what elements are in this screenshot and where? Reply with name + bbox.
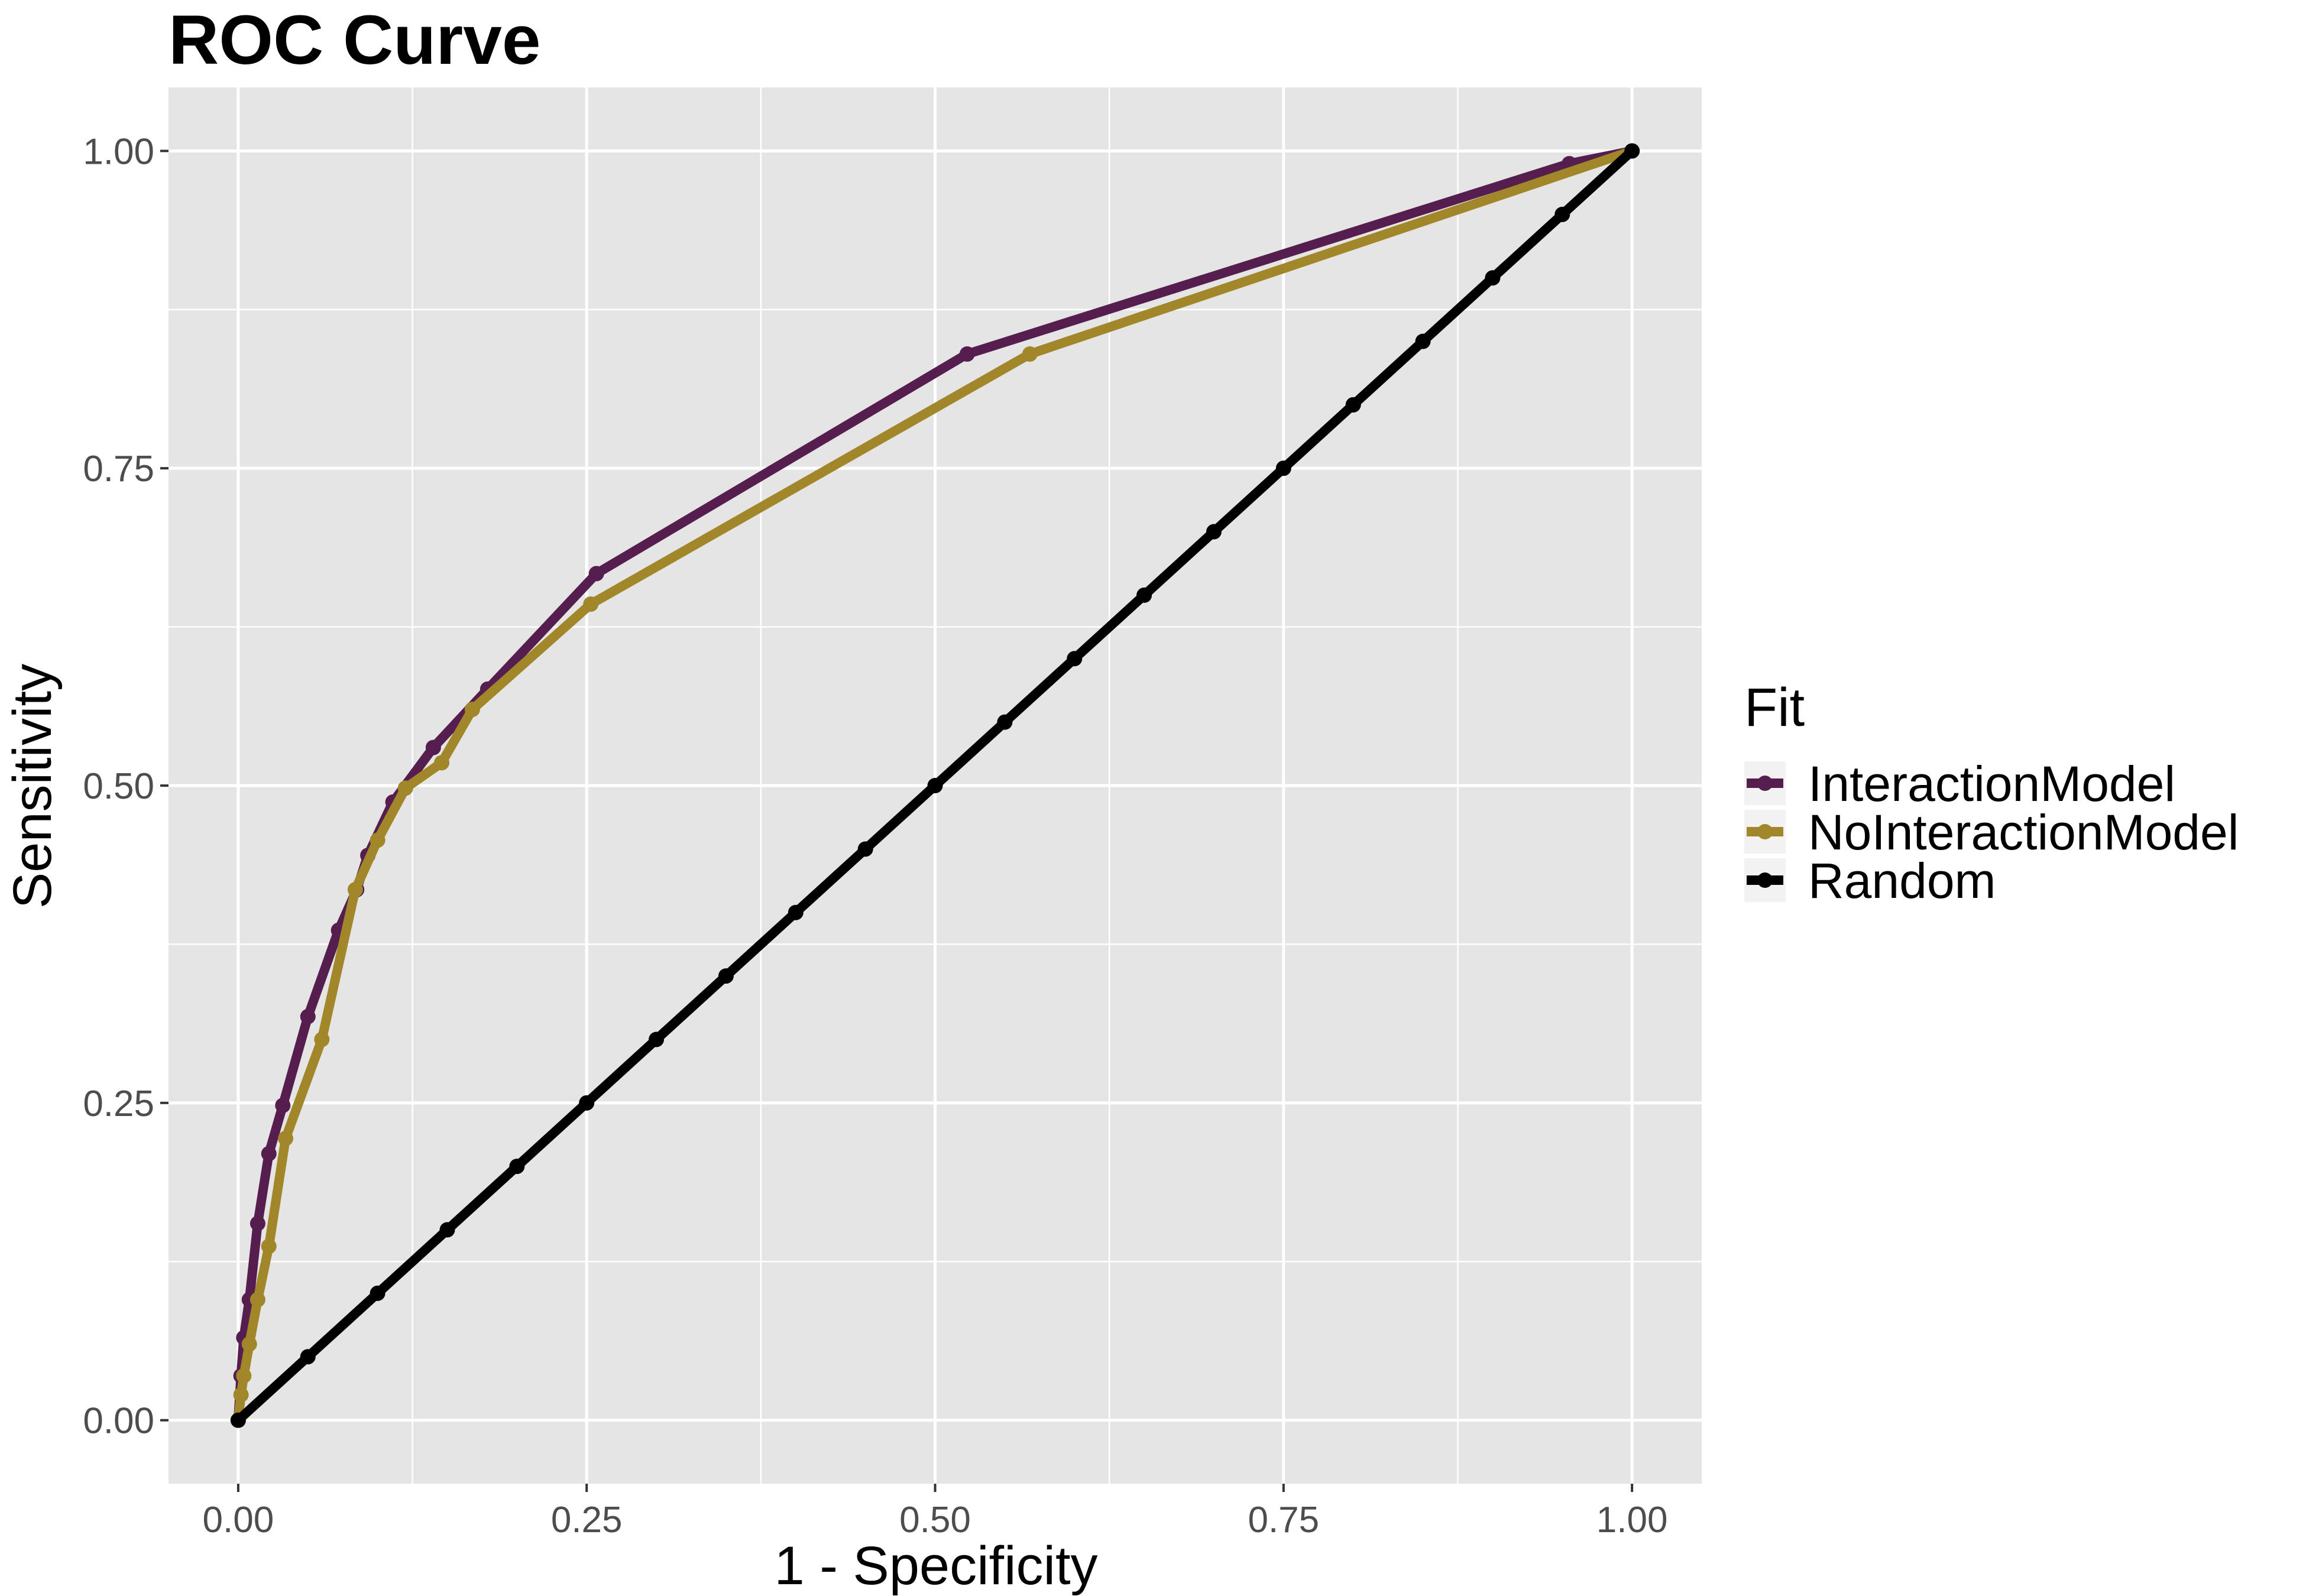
legend-title: Fit xyxy=(1744,677,1805,738)
data-point-interaction-model xyxy=(959,346,975,362)
data-point-random xyxy=(1136,587,1152,603)
data-point-random xyxy=(1275,460,1291,476)
data-point-no-interaction-model xyxy=(241,1336,257,1352)
data-point-random xyxy=(1415,333,1431,349)
data-point-random xyxy=(788,904,804,920)
series-layer xyxy=(230,143,1640,1428)
data-point-interaction-model xyxy=(275,1098,291,1114)
legend-item-no-interaction-model: NoInteractionModel xyxy=(1744,805,2239,860)
legend-label-random: Random xyxy=(1808,853,1996,909)
data-point-random xyxy=(579,1095,595,1111)
data-point-random xyxy=(1624,143,1640,159)
y-tick-label: 0.75 xyxy=(83,449,154,489)
data-point-random xyxy=(370,1285,386,1301)
legend-label-no-interaction-model: NoInteractionModel xyxy=(1808,805,2239,860)
data-point-no-interaction-model xyxy=(314,1031,330,1047)
data-point-random xyxy=(300,1349,316,1365)
x-tick-label: 0.00 xyxy=(203,1500,274,1540)
data-point-random xyxy=(439,1222,455,1238)
data-point-interaction-model xyxy=(425,739,441,755)
data-point-no-interaction-model xyxy=(278,1130,294,1146)
data-point-no-interaction-model xyxy=(236,1368,252,1384)
data-point-random xyxy=(1554,206,1570,222)
data-point-interaction-model xyxy=(261,1146,277,1162)
legend-label-interaction-model: InteractionModel xyxy=(1808,756,2175,812)
y-tick-label: 1.00 xyxy=(83,131,154,172)
data-point-random xyxy=(230,1412,246,1428)
data-point-interaction-model xyxy=(300,1008,316,1024)
data-point-no-interaction-model xyxy=(397,780,413,796)
data-point-no-interaction-model xyxy=(261,1238,277,1254)
data-point-interaction-model xyxy=(588,566,604,582)
legend-key-point xyxy=(1757,872,1773,888)
y-tick-label: 0.00 xyxy=(83,1401,154,1442)
x-tick-label: 0.50 xyxy=(899,1500,971,1540)
data-point-no-interaction-model xyxy=(250,1292,265,1308)
legend-key-point xyxy=(1757,776,1773,791)
series-line-no-interaction-model xyxy=(233,146,1637,1425)
chart-title: ROC Curve xyxy=(169,1,540,79)
data-point-random xyxy=(857,841,873,857)
data-point-random xyxy=(1485,270,1501,286)
y-axis: 0.00 0.25 0.50 0.75 1.00 xyxy=(83,131,169,1442)
legend-item-interaction-model: InteractionModel xyxy=(1744,756,2175,812)
data-point-no-interaction-model xyxy=(233,1387,249,1403)
data-point-no-interaction-model xyxy=(347,882,363,898)
legend-key-point xyxy=(1757,824,1773,839)
x-tick-label: 0.25 xyxy=(551,1500,623,1540)
data-point-interaction-model xyxy=(250,1215,265,1231)
y-tick-label: 0.50 xyxy=(83,766,154,807)
data-point-random xyxy=(718,968,734,984)
series-no-interaction-model xyxy=(230,143,1640,1428)
x-tick-label: 0.75 xyxy=(1248,1500,1319,1540)
y-axis-title: Sensitivity xyxy=(2,664,63,909)
data-point-random xyxy=(1345,397,1361,413)
data-point-random xyxy=(509,1159,525,1175)
data-point-random xyxy=(1067,651,1083,667)
x-axis-title: 1 - Specificity xyxy=(774,1536,1097,1596)
legend-item-random: Random xyxy=(1744,853,1996,909)
data-point-no-interaction-model xyxy=(1022,346,1038,362)
legend: Fit InteractionModelNoInteractionModelRa… xyxy=(1744,677,2239,909)
x-axis: 0.00 0.25 0.50 0.75 1.00 xyxy=(203,1484,1668,1540)
data-point-random xyxy=(1206,524,1222,540)
data-point-no-interaction-model xyxy=(434,755,450,771)
data-point-no-interaction-model xyxy=(583,596,599,612)
data-point-no-interaction-model xyxy=(464,702,480,718)
data-point-random xyxy=(649,1031,665,1047)
data-point-no-interaction-model xyxy=(370,832,386,848)
x-tick-label: 1.00 xyxy=(1596,1500,1668,1540)
series-random xyxy=(230,143,1640,1428)
data-point-random xyxy=(997,714,1013,730)
data-point-random xyxy=(927,778,943,793)
y-tick-label: 0.25 xyxy=(83,1084,154,1124)
